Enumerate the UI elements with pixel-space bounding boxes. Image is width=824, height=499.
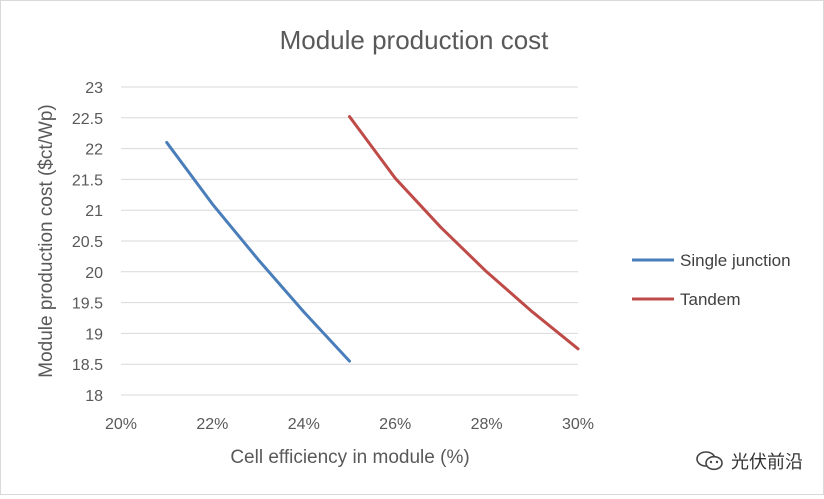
wechat-icon bbox=[696, 451, 723, 471]
x-tick-label: 24% bbox=[288, 416, 320, 433]
y-tick-label: 22.5 bbox=[72, 111, 103, 128]
watermark: 光伏前沿 bbox=[695, 448, 803, 474]
y-tick-label: 19 bbox=[85, 326, 103, 343]
y-tick-label: 20 bbox=[85, 265, 103, 282]
y-tick-label: 21 bbox=[85, 203, 103, 220]
y-tick-label: 19.5 bbox=[72, 296, 103, 313]
y-tick-label: 18 bbox=[85, 388, 103, 405]
x-tick-label: 20% bbox=[105, 416, 137, 433]
x-tick-label: 22% bbox=[196, 416, 228, 433]
chart-title: Module production cost bbox=[280, 25, 550, 55]
axes: 18 18.5 19 19.5 20 20.5 21 21.5 22 22.5 23 20% 22% 24… bbox=[72, 80, 594, 433]
x-axis-title: Cell efficiency in module (%) bbox=[230, 447, 469, 468]
gridlines bbox=[121, 86, 578, 396]
y-tick-label: 23 bbox=[85, 80, 103, 97]
series-lines bbox=[165, 115, 580, 363]
x-tick-label: 30% bbox=[562, 416, 594, 433]
y-tick-label: 21.5 bbox=[72, 172, 103, 189]
legend-label: Tandem bbox=[680, 290, 740, 309]
y-axis-title: Module production cost ($ct/Wp) bbox=[36, 104, 57, 378]
series-line-single-junction bbox=[165, 140, 351, 363]
x-tick-label: 28% bbox=[471, 416, 503, 433]
series-line-tandem bbox=[348, 115, 580, 351]
y-tick-label: 22 bbox=[85, 142, 103, 159]
legend-label: Single junction bbox=[680, 251, 791, 270]
y-tick-label: 20.5 bbox=[72, 234, 103, 251]
y-tick-label: 18.5 bbox=[72, 357, 103, 374]
watermark-text: 光伏前沿 bbox=[731, 452, 803, 473]
x-tick-label: 26% bbox=[379, 416, 411, 433]
legend: Single junction Tandem bbox=[632, 251, 791, 309]
